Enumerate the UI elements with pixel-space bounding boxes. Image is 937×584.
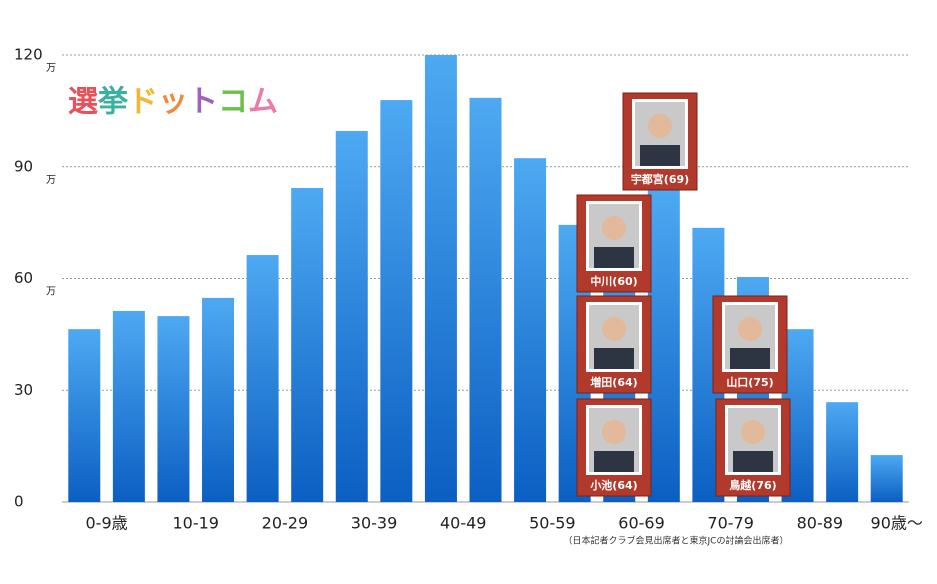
x-tick-label: 60-69 <box>618 514 665 533</box>
x-tick-label: 30-39 <box>351 514 398 533</box>
bar <box>424 55 457 502</box>
bar <box>335 130 368 503</box>
x-tick-label: 0-9歳 <box>86 514 128 533</box>
photo-face <box>738 317 762 341</box>
card-caption: 宇都宮(69) <box>631 172 689 186</box>
x-tick-label: 10-19 <box>172 514 219 533</box>
y-tick-label: 0 <box>14 493 24 511</box>
logo-char: 挙 <box>97 85 129 120</box>
photo-body <box>640 145 680 166</box>
logo-char: ト <box>188 85 218 120</box>
y-tick-label: 60 <box>14 269 33 287</box>
note: （日本記者クラブ会見出席者と東京JCの討論会出席者） <box>564 535 789 547</box>
y-tick-unit: 万 <box>46 175 56 186</box>
bar <box>112 310 145 502</box>
x-tick-label: 20-29 <box>262 514 309 533</box>
bar <box>826 402 859 502</box>
y-tick-label: 30 <box>14 381 33 399</box>
card-caption: 中川(60) <box>590 274 637 288</box>
bar <box>246 255 279 502</box>
card-caption: 増田(64) <box>590 375 637 389</box>
photo-face <box>602 317 626 341</box>
photo-body <box>733 451 773 472</box>
card-caption: 山口(75) <box>726 375 773 389</box>
photo-body <box>594 451 634 472</box>
y-tick-unit: 万 <box>46 287 56 298</box>
card-caption: 小池(64) <box>589 478 637 492</box>
photo-body <box>730 348 770 369</box>
photo-face <box>648 114 672 138</box>
x-tick-label: 70-79 <box>707 514 754 533</box>
bar <box>68 329 101 502</box>
logo-char: ム <box>248 85 278 120</box>
photo-face <box>741 420 765 444</box>
photo-face <box>602 216 626 240</box>
bar <box>514 158 547 502</box>
x-tick-label: 90歳〜 <box>871 514 923 533</box>
bar <box>202 297 235 502</box>
x-tick-label: 80-89 <box>797 514 844 533</box>
photo-body <box>594 348 634 369</box>
bar <box>157 316 190 502</box>
x-tick-label: 50-59 <box>529 514 576 533</box>
bar <box>469 97 502 503</box>
bar <box>380 100 413 502</box>
card-caption: 鳥越(76) <box>729 478 776 492</box>
y-tick-label: 90 <box>14 157 33 175</box>
bar <box>291 187 324 503</box>
logo-char: ッ <box>158 85 188 120</box>
logo-char: ド <box>128 85 158 120</box>
bar <box>647 189 680 502</box>
bar <box>870 455 903 502</box>
y-tick-label: 120 <box>14 46 43 64</box>
photo-body <box>594 247 634 268</box>
y-tick-unit: 万 <box>46 63 56 74</box>
photo-face <box>602 420 626 444</box>
logo-char: 選 <box>68 85 98 120</box>
logo-char: コ <box>218 85 248 120</box>
x-tick-label: 40-49 <box>440 514 487 533</box>
